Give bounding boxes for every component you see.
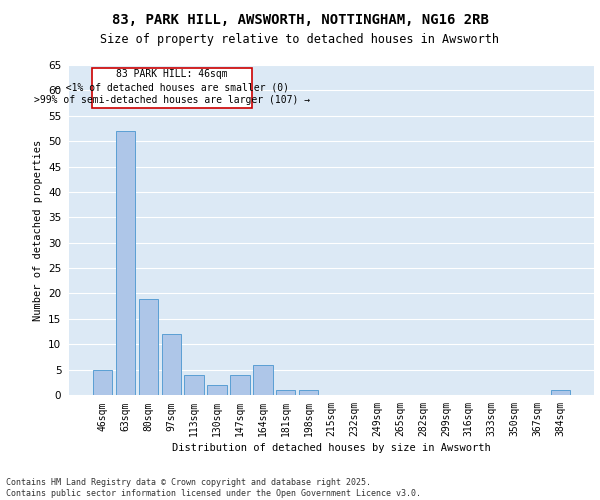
X-axis label: Distribution of detached houses by size in Awsworth: Distribution of detached houses by size … bbox=[172, 444, 491, 454]
Bar bbox=[551, 390, 570, 395]
Bar bbox=[253, 364, 272, 395]
Bar bbox=[276, 390, 295, 395]
Y-axis label: Number of detached properties: Number of detached properties bbox=[32, 140, 43, 320]
Bar bbox=[208, 385, 227, 395]
Text: 83 PARK HILL: 46sqm
← <1% of detached houses are smaller (0)
>99% of semi-detach: 83 PARK HILL: 46sqm ← <1% of detached ho… bbox=[34, 69, 310, 106]
Bar bbox=[116, 131, 135, 395]
Bar bbox=[184, 374, 204, 395]
FancyBboxPatch shape bbox=[92, 68, 252, 108]
Text: 83, PARK HILL, AWSWORTH, NOTTINGHAM, NG16 2RB: 83, PARK HILL, AWSWORTH, NOTTINGHAM, NG1… bbox=[112, 12, 488, 26]
Bar bbox=[299, 390, 319, 395]
Bar bbox=[93, 370, 112, 395]
Text: Contains HM Land Registry data © Crown copyright and database right 2025.
Contai: Contains HM Land Registry data © Crown c… bbox=[6, 478, 421, 498]
Text: Size of property relative to detached houses in Awsworth: Size of property relative to detached ho… bbox=[101, 32, 499, 46]
Bar bbox=[139, 298, 158, 395]
Bar bbox=[161, 334, 181, 395]
Bar bbox=[230, 374, 250, 395]
